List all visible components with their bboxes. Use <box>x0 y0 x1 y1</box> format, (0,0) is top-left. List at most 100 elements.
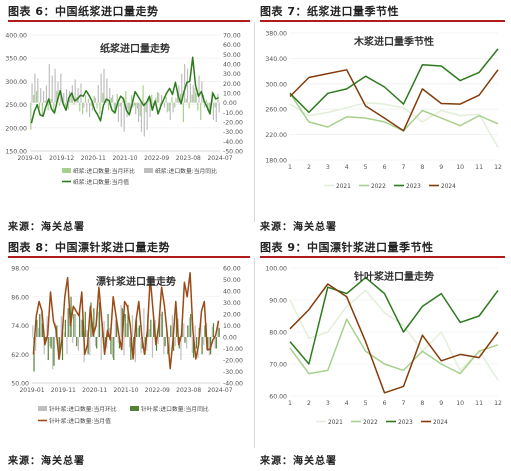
legend-label: 纸浆:进口数量:当月同比 <box>155 167 217 175</box>
right-tick-label: -20.00 <box>223 358 243 365</box>
bar <box>94 337 97 347</box>
bar <box>201 337 203 355</box>
x-tick-label: 5 <box>364 400 368 407</box>
bar <box>89 337 91 356</box>
x-tick-label: 2019-11 <box>51 387 76 394</box>
series-line <box>289 276 499 365</box>
x-tick-label: 10 <box>456 164 464 171</box>
right-tick-label: -10.00 <box>223 110 243 117</box>
header-rule <box>260 20 505 22</box>
bar <box>192 85 194 103</box>
right-tick-label: -40.00 <box>223 381 243 388</box>
bar <box>138 325 141 337</box>
bar <box>83 102 85 108</box>
x-tick-label: 2 <box>307 400 311 407</box>
bar <box>41 323 44 337</box>
bar <box>90 102 92 106</box>
bar <box>135 319 138 337</box>
left-tick-label: 74.00 <box>11 323 29 330</box>
bar <box>169 102 171 121</box>
bar <box>158 319 160 337</box>
bar <box>50 337 52 349</box>
bar <box>125 91 127 103</box>
legend-label: 2024 <box>441 184 456 190</box>
bar <box>123 102 125 132</box>
legend-swatch <box>144 168 153 173</box>
legend-label: 纸浆:进口数量:当月环比 <box>73 167 135 175</box>
x-tick-label: 12 <box>494 400 502 407</box>
bar <box>188 317 191 337</box>
bar <box>155 97 157 103</box>
x-tick-label: 6 <box>383 400 387 407</box>
x-tick-label: 2019-12 <box>49 155 74 162</box>
bar <box>185 98 187 103</box>
bar <box>163 337 165 355</box>
right-tick-label: -10.00 <box>223 346 243 353</box>
bar <box>184 337 186 343</box>
bar <box>204 102 206 108</box>
x-tick-label: 7 <box>401 400 405 407</box>
series-line <box>30 56 219 124</box>
chart-title: 木浆进口量季节性 <box>353 35 434 48</box>
y-tick-label: 380.00 <box>265 31 287 38</box>
bar <box>73 314 75 337</box>
right-tick-label: 60.00 <box>223 266 241 273</box>
bar <box>42 91 45 103</box>
bar <box>47 337 49 360</box>
bar <box>195 93 197 103</box>
bar <box>194 325 196 337</box>
right-tick-label: -50.00 <box>223 149 243 156</box>
bar <box>36 319 38 337</box>
bar <box>99 102 101 115</box>
bar <box>137 102 140 122</box>
bar <box>114 319 117 337</box>
legend-swatch <box>62 168 71 173</box>
y-tick-label: 220.00 <box>265 132 287 139</box>
bar <box>137 327 139 337</box>
legend-label: 2022 <box>371 184 386 190</box>
panel-header: 图表 7：纸浆进口量季节性 <box>260 5 399 18</box>
bar <box>56 91 58 103</box>
left-tick-label: 250.00 <box>5 102 27 109</box>
bar <box>37 78 39 103</box>
bar <box>66 337 68 355</box>
series-line <box>289 102 499 148</box>
x-tick-label: 2024-07 <box>207 155 232 162</box>
bar <box>183 323 185 337</box>
bar <box>60 73 62 103</box>
bar <box>60 316 62 337</box>
bar <box>72 337 74 343</box>
x-tick-label: 5 <box>364 164 368 171</box>
bar <box>64 319 66 337</box>
x-tick-label: 10 <box>456 400 464 407</box>
x-tick-label: 2024-07 <box>207 387 232 394</box>
bar <box>203 337 205 346</box>
bar <box>35 91 38 103</box>
left-tick-label: 300.00 <box>5 79 27 86</box>
series-line <box>289 289 499 381</box>
bar <box>51 75 53 103</box>
bar <box>177 94 179 103</box>
x-tick-label: 9 <box>439 400 443 407</box>
bar <box>52 337 54 370</box>
bar <box>37 327 40 337</box>
bar <box>143 102 145 137</box>
bar <box>110 337 112 355</box>
bar <box>33 94 35 103</box>
bar <box>61 337 64 360</box>
bar <box>189 83 191 103</box>
right-tick-label: 50.00 <box>223 277 241 284</box>
x-tick-label: 9 <box>439 164 443 171</box>
bar <box>103 320 105 337</box>
bar <box>64 102 66 107</box>
x-tick-label: 2022-09 <box>145 387 170 394</box>
x-tick-label: 2019-01 <box>17 155 42 162</box>
y-tick-label: 90.00 <box>269 298 287 305</box>
bar <box>130 94 133 103</box>
x-tick-label: 7 <box>401 164 405 171</box>
bar <box>150 319 152 337</box>
bar <box>109 88 111 103</box>
bar <box>156 92 159 103</box>
bar <box>218 327 220 337</box>
series-line <box>32 272 220 370</box>
